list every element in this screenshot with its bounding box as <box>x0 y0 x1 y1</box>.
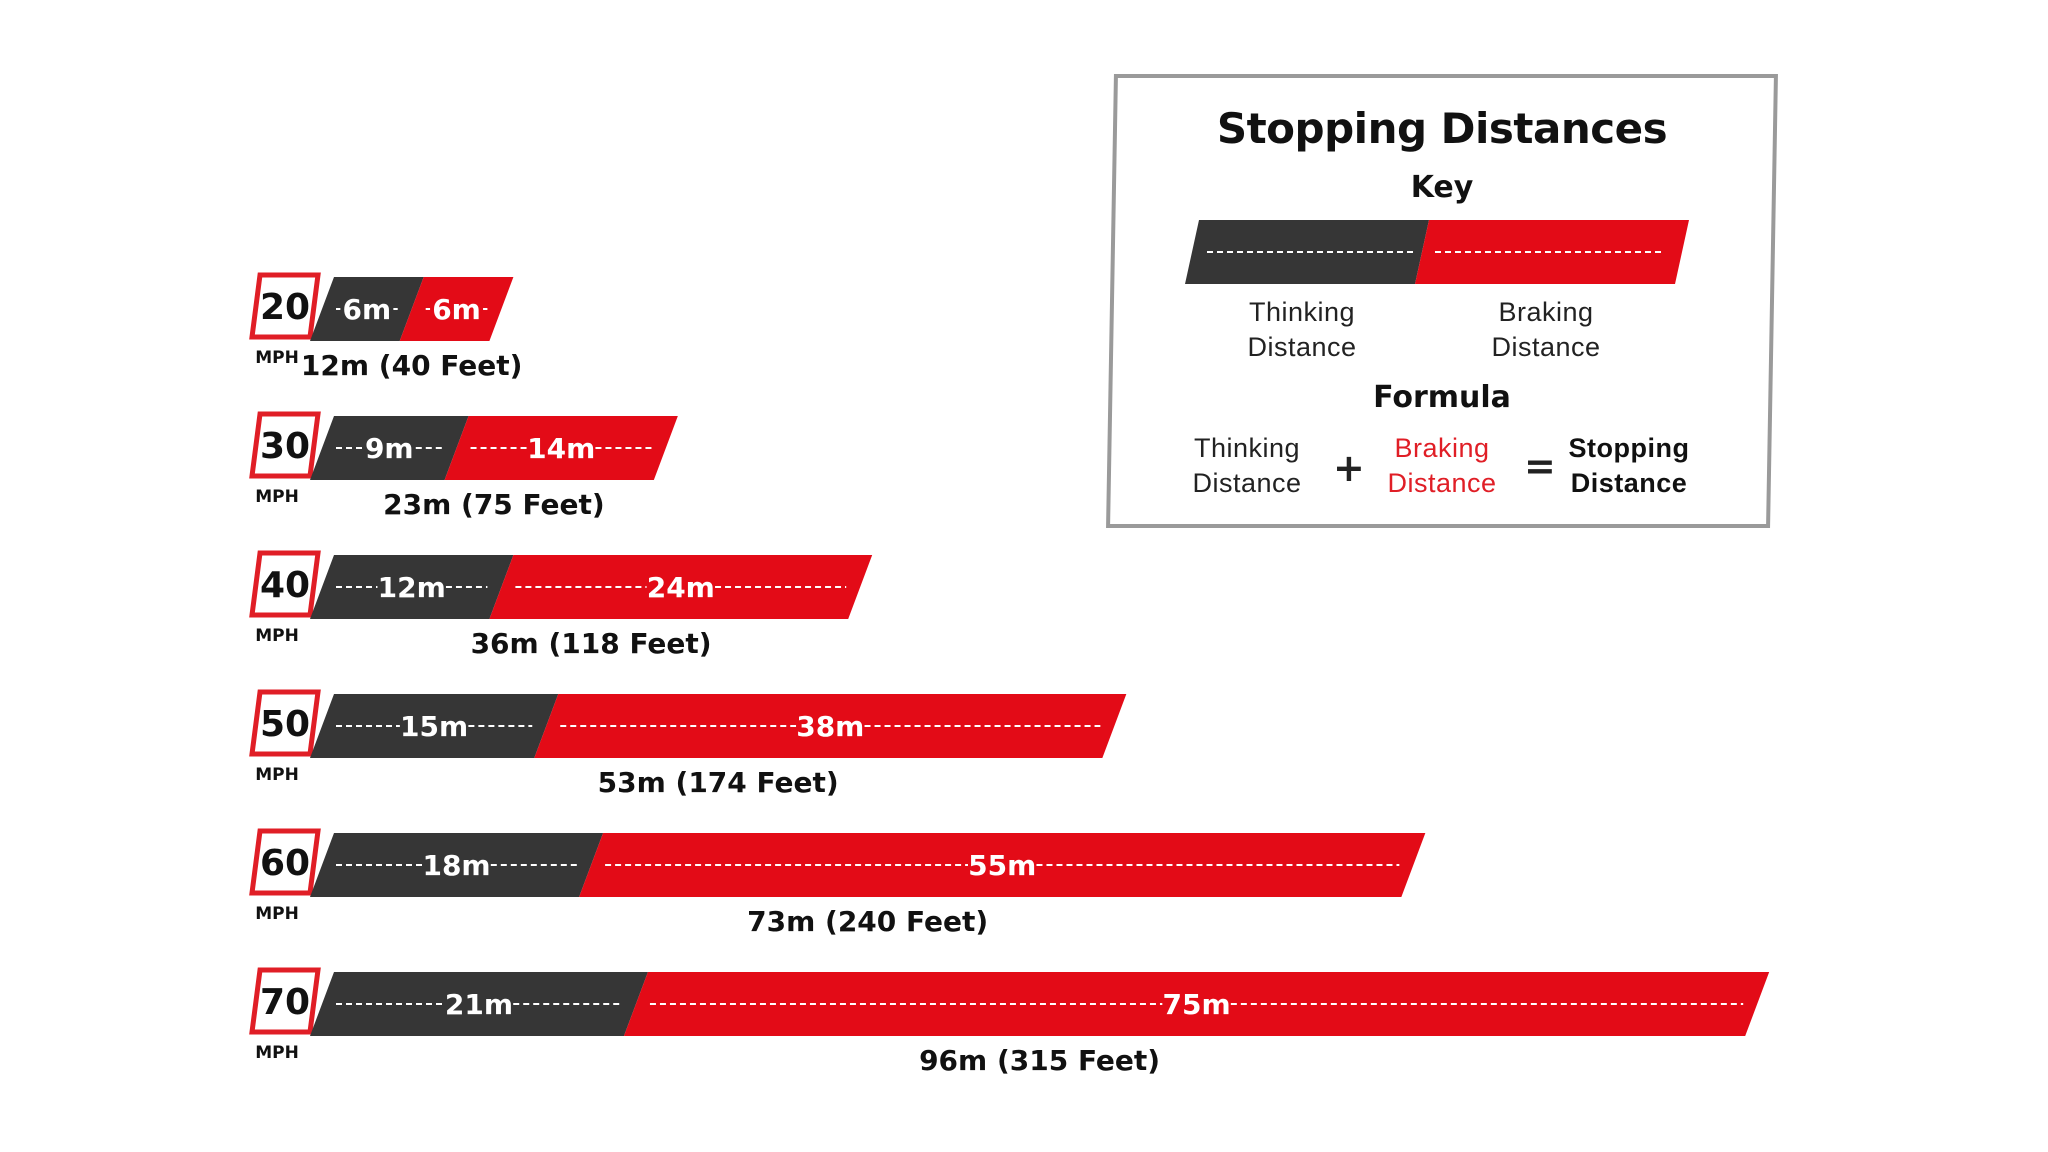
key-braking-label: Braking Distance <box>1491 297 1601 362</box>
key-braking-swatch <box>1415 220 1689 284</box>
speed-value-40: 40 <box>260 565 310 606</box>
formula-heading: Formula <box>1373 380 1511 415</box>
speed-unit-20: MPH <box>255 348 299 368</box>
braking-50-bar <box>534 694 1127 758</box>
total-label-70: 96m (315 Feet) <box>919 1044 1160 1077</box>
braking-60-bar <box>579 833 1426 897</box>
braking-60-label: 55m <box>968 849 1036 882</box>
thinking-30-label: 9m <box>365 432 414 465</box>
total-label-30: 23m (75 Feet) <box>383 488 605 521</box>
thinking-40-bar <box>310 555 514 619</box>
key-thinking-label: Thinking Distance <box>1247 297 1357 362</box>
speed-value-30: 30 <box>260 426 310 467</box>
braking-30-label: 14m <box>527 432 595 465</box>
total-label-60: 73m (240 Feet) <box>747 905 988 938</box>
speed-sign-60 <box>249 828 321 896</box>
braking-20-label: 6m <box>432 293 481 326</box>
thinking-50-bar <box>310 694 559 758</box>
thinking-60-label: 18m <box>422 849 490 882</box>
key-title: Stopping Distances <box>1216 104 1668 153</box>
total-label-40: 36m (118 Feet) <box>471 627 712 660</box>
braking-70-label: 75m <box>1163 988 1231 1021</box>
total-label-50: 53m (174 Feet) <box>598 766 839 799</box>
speed-value-70: 70 <box>260 982 310 1023</box>
thinking-50-label: 15m <box>400 710 468 743</box>
speed-sign-20 <box>249 272 321 340</box>
key-heading: Key <box>1410 170 1474 205</box>
formula-braking: Braking Distance <box>1387 433 1497 498</box>
speed-sign-40 <box>249 550 321 618</box>
thinking-20-label: 6m <box>343 293 392 326</box>
thinking-30-bar <box>310 416 469 480</box>
thinking-70-bar <box>310 972 648 1036</box>
speed-value-60: 60 <box>260 843 310 884</box>
speed-unit-40: MPH <box>255 626 299 646</box>
total-label-20: 12m (40 Feet) <box>301 349 523 382</box>
thinking-40-label: 12m <box>378 571 446 604</box>
speed-value-50: 50 <box>260 704 310 745</box>
key-sample-bar <box>1185 220 1689 284</box>
formula-equals: = <box>1524 444 1556 488</box>
formula-stopping: Stopping Distance <box>1568 433 1690 498</box>
braking-40-bar <box>489 555 873 619</box>
formula-plus: + <box>1333 446 1365 490</box>
formula-thinking: Thinking Distance <box>1192 433 1302 498</box>
speed-unit-70: MPH <box>255 1043 299 1063</box>
braking-40-label: 24m <box>647 571 715 604</box>
thinking-20-bar <box>310 277 424 341</box>
thinking-60-bar <box>310 833 604 897</box>
speed-sign-70 <box>249 967 321 1035</box>
braking-30-bar <box>444 416 678 480</box>
speed-unit-60: MPH <box>255 904 299 924</box>
thinking-70-label: 21m <box>445 988 513 1021</box>
braking-20-bar <box>399 277 514 341</box>
braking-70-bar <box>623 972 1770 1036</box>
speed-value-20: 20 <box>260 287 310 328</box>
speed-unit-30: MPH <box>255 487 299 507</box>
speed-sign-50 <box>249 689 321 757</box>
speed-unit-50: MPH <box>255 765 299 785</box>
speed-sign-30 <box>249 411 321 479</box>
braking-50-label: 38m <box>796 710 864 743</box>
